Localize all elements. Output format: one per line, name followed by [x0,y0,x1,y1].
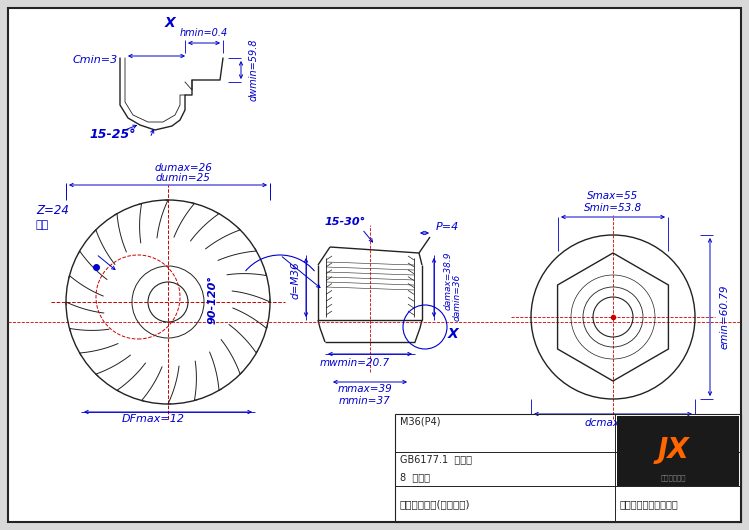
Bar [617,416,739,486]
Text: hmin=0.4: hmin=0.4 [180,28,228,38]
Text: mmax=39: mmax=39 [338,384,392,394]
Text: 15-25°: 15-25° [90,128,136,141]
Text: 8  蓝白锤: 8 蓝白锤 [400,472,430,482]
Text: emin=60.79: emin=60.79 [720,285,730,349]
Text: X: X [165,16,175,30]
Text: Z=24: Z=24 [36,204,69,216]
Text: dumax=26: dumax=26 [154,163,212,173]
Text: d=M36: d=M36 [291,261,301,299]
Text: X: X [448,327,458,341]
Text: dcmax=66: dcmax=66 [584,418,641,428]
Text: 15-30°: 15-30° [324,217,366,227]
Text: dumin=25: dumin=25 [156,173,210,183]
Bar [395,414,741,522]
Text: JX: JX [657,436,689,464]
Text: 匠欣智能科技: 匠欣智能科技 [661,475,686,481]
Text: Cmin=3: Cmin=3 [73,55,118,65]
Text: P=4: P=4 [435,222,458,232]
Text: 齿数: 齿数 [36,220,49,230]
Text: damin=36: damin=36 [453,273,462,321]
Text: Smin=53.8: Smin=53.8 [584,203,642,213]
Text: 六角法兰螺母(带防滑齿): 六角法兰螺母(带防滑齿) [400,499,470,509]
Text: damax=38.9: damax=38.9 [444,252,453,310]
Text: M36(P4): M36(P4) [400,417,440,427]
Text: dwmin=59.8: dwmin=59.8 [249,39,259,101]
Text: 90-120°: 90-120° [208,276,218,324]
Text: mmin=37: mmin=37 [339,396,391,406]
Text: 杭州匠鑫实业有限公司: 杭州匠鑫实业有限公司 [620,499,679,509]
Text: DFmax=12: DFmax=12 [121,414,184,424]
Text: GB6177.1  带花齿: GB6177.1 带花齿 [400,454,472,464]
Text: mwmin=20.7: mwmin=20.7 [320,358,390,368]
Text: Smax=55: Smax=55 [587,191,639,201]
